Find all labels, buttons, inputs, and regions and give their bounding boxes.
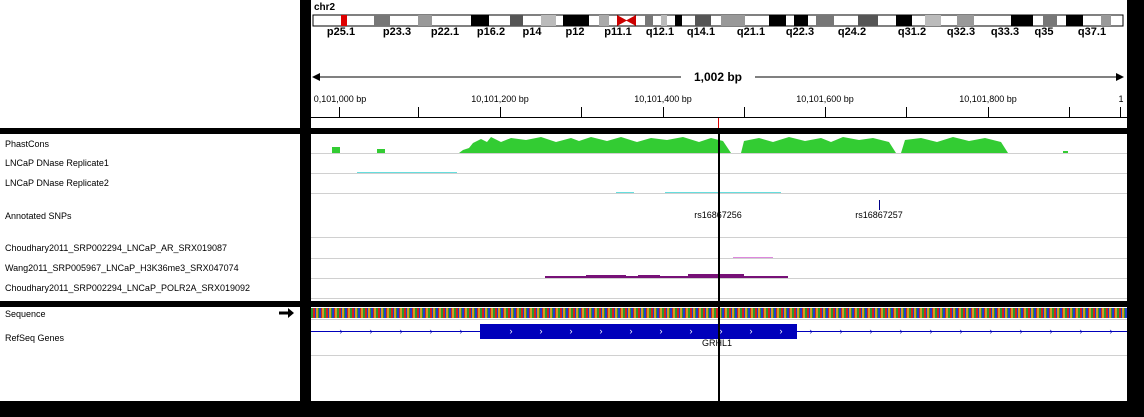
ruler-tick bbox=[906, 107, 907, 118]
cytoband-label: q21.1 bbox=[736, 26, 766, 38]
strand-arrow-icon[interactable] bbox=[279, 308, 295, 318]
ruler-tick bbox=[988, 107, 989, 118]
data-track-name-panel: PhastCons LNCaP DNase Replicate1 LNCaP D… bbox=[0, 134, 300, 301]
strand-chevron-icon: › bbox=[779, 326, 783, 336]
track-name-h3k36me3[interactable]: Wang2011_SRP005967_LNCaP_H3K36me3_SRX047… bbox=[5, 263, 239, 273]
cytoband-label: p16.2 bbox=[476, 26, 506, 38]
ruler-tick-label: 10,101,600 bp bbox=[796, 94, 854, 104]
strand-chevron-icon: › bbox=[1049, 326, 1053, 336]
dnase-rep2-peak[interactable] bbox=[616, 192, 634, 193]
chromosome-name: chr2 bbox=[314, 2, 336, 13]
strand-chevron-icon: › bbox=[959, 326, 963, 336]
ruler-tick-label: 10,101,200 bp bbox=[471, 94, 529, 104]
strand-chevron-icon: › bbox=[869, 326, 873, 336]
cytoband-label: p25.1 bbox=[326, 26, 356, 38]
chromosome-ideogram[interactable] bbox=[311, 0, 1127, 40]
track-name-refseq-genes[interactable]: RefSeq Genes bbox=[5, 333, 65, 343]
strand-chevron-icon: › bbox=[459, 326, 463, 336]
header-panel: chr2 p25.1 p23.3 p22.1 p16.2 p14 p12 p11… bbox=[311, 0, 1127, 128]
track-name-annotated-snps[interactable]: Annotated SNPs bbox=[5, 211, 72, 221]
track-name-phastcons[interactable]: PhastCons bbox=[5, 139, 50, 149]
strand-chevron-icon: › bbox=[599, 326, 603, 336]
feature-track-name-panel: Sequence RefSeq Genes bbox=[0, 307, 300, 401]
strand-chevron-icon: › bbox=[339, 326, 343, 336]
ruler-tick-label: 10,101,400 bp bbox=[634, 94, 692, 104]
track-name-polr2a[interactable]: Choudhary2011_SRP002294_LNCaP_POLR2A_SRX… bbox=[5, 283, 251, 293]
strand-chevron-icon: › bbox=[569, 326, 573, 336]
ruler-tick bbox=[1069, 107, 1070, 118]
strand-chevron-icon: › bbox=[509, 326, 513, 336]
ruler-tick-label: 1 bbox=[1118, 94, 1124, 104]
ruler-tick bbox=[1120, 107, 1121, 118]
ruler-tick bbox=[825, 107, 826, 118]
cytoband-label: q22.3 bbox=[785, 26, 815, 38]
strand-chevron-icon: › bbox=[659, 326, 663, 336]
ruler-tick bbox=[663, 107, 664, 118]
gene-exon[interactable] bbox=[480, 324, 797, 339]
strand-chevron-icon: › bbox=[929, 326, 933, 336]
track-name-ar-chipseq[interactable]: Choudhary2011_SRP002294_LNCaP_AR_SRX0190… bbox=[5, 243, 227, 253]
snp-marker[interactable] bbox=[879, 200, 880, 210]
cytoband-label: q31.2 bbox=[897, 26, 927, 38]
ruler-center-marker bbox=[718, 118, 719, 128]
ruler-tick-label: 10,101,800 bp bbox=[959, 94, 1017, 104]
polr2a-signal[interactable] bbox=[311, 272, 1127, 280]
snp-label: rs16867257 bbox=[855, 210, 903, 220]
cytoband-label: p23.3 bbox=[382, 26, 412, 38]
strand-chevron-icon: › bbox=[369, 326, 373, 336]
strand-chevron-icon: › bbox=[899, 326, 903, 336]
strand-chevron-icon: › bbox=[429, 326, 433, 336]
center-line bbox=[718, 134, 720, 401]
strand-chevron-icon: › bbox=[629, 326, 633, 336]
header-name-panel bbox=[0, 0, 300, 128]
cytoband-label: p22.1 bbox=[430, 26, 460, 38]
track-name-sequence[interactable]: Sequence bbox=[5, 309, 46, 319]
phastcons-track[interactable] bbox=[311, 134, 1127, 154]
cytoband-label: q37.1 bbox=[1077, 26, 1107, 38]
strand-chevron-icon: › bbox=[719, 326, 723, 336]
track-name-dnase-rep1[interactable]: LNCaP DNase Replicate1 bbox=[5, 158, 109, 168]
h3k36me3-signal[interactable] bbox=[733, 257, 773, 258]
cytoband-label: p12 bbox=[565, 26, 585, 38]
ruler-tick bbox=[744, 107, 745, 118]
dnase-rep2-peak[interactable] bbox=[665, 192, 781, 193]
dnase-rep1-peak[interactable] bbox=[357, 172, 457, 173]
cytoband-label: p14 bbox=[522, 26, 542, 38]
track-name-dnase-rep2[interactable]: LNCaP DNase Replicate2 bbox=[5, 178, 109, 188]
span-indicator bbox=[312, 73, 1124, 81]
ruler-tick bbox=[339, 107, 340, 118]
strand-chevron-icon: › bbox=[539, 326, 543, 336]
strand-chevron-icon: › bbox=[1019, 326, 1023, 336]
gene-name-label: GRHL1 bbox=[701, 338, 733, 348]
cytoband-label: q35 bbox=[1034, 26, 1054, 38]
ruler-tick bbox=[500, 107, 501, 118]
ruler-tick bbox=[581, 107, 582, 118]
strand-chevron-icon: › bbox=[689, 326, 693, 336]
strand-chevron-icon: › bbox=[809, 326, 813, 336]
ruler-baseline bbox=[311, 117, 1127, 118]
strand-chevron-icon: › bbox=[1079, 326, 1083, 336]
ruler-tick bbox=[418, 107, 419, 118]
cytoband-label: q12.1 bbox=[645, 26, 675, 38]
cytoband-label: q24.2 bbox=[837, 26, 867, 38]
cytoband-label: q32.3 bbox=[946, 26, 976, 38]
span-label: 1,002 bp bbox=[693, 70, 743, 84]
ruler-tick-label: 0,101,000 bp bbox=[313, 94, 367, 104]
strand-chevron-icon: › bbox=[839, 326, 843, 336]
cytoband-label: p11.1 bbox=[604, 26, 632, 38]
strand-chevron-icon: › bbox=[989, 326, 993, 336]
cytoband-label: q14.1 bbox=[686, 26, 716, 38]
cytoband-label: q33.3 bbox=[990, 26, 1020, 38]
strand-chevron-icon: › bbox=[1109, 326, 1113, 336]
strand-chevron-icon: › bbox=[749, 326, 753, 336]
strand-chevron-icon: › bbox=[399, 326, 403, 336]
